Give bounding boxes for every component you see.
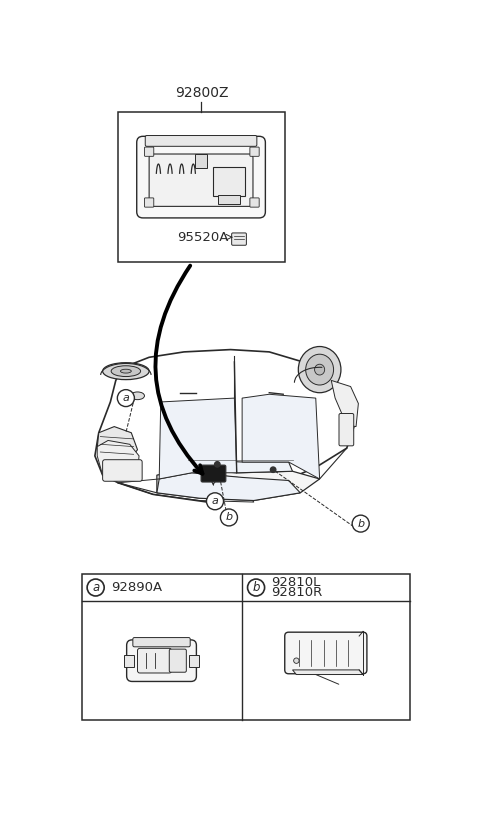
FancyBboxPatch shape <box>133 637 190 647</box>
Ellipse shape <box>314 364 324 375</box>
Bar <box>124 654 133 667</box>
Polygon shape <box>157 469 320 500</box>
Polygon shape <box>242 394 320 479</box>
Polygon shape <box>97 440 139 478</box>
FancyBboxPatch shape <box>137 136 265 218</box>
Circle shape <box>220 509 238 526</box>
FancyBboxPatch shape <box>169 649 186 672</box>
FancyBboxPatch shape <box>144 147 154 156</box>
Ellipse shape <box>103 363 149 380</box>
Bar <box>190 654 199 667</box>
Text: b: b <box>357 518 364 529</box>
Polygon shape <box>188 460 292 473</box>
Bar <box>218 195 240 204</box>
FancyBboxPatch shape <box>103 460 142 482</box>
Text: 92890A: 92890A <box>111 581 162 594</box>
FancyBboxPatch shape <box>232 233 246 245</box>
Text: b: b <box>252 581 260 594</box>
FancyBboxPatch shape <box>250 147 259 156</box>
Circle shape <box>206 493 224 509</box>
Polygon shape <box>331 381 359 426</box>
Circle shape <box>215 461 220 467</box>
Text: 92810R: 92810R <box>272 587 323 599</box>
Circle shape <box>248 579 264 596</box>
FancyBboxPatch shape <box>201 465 226 482</box>
Bar <box>82 574 410 720</box>
Circle shape <box>117 390 134 407</box>
Text: 95520A: 95520A <box>177 231 228 244</box>
FancyBboxPatch shape <box>285 632 367 674</box>
Polygon shape <box>157 473 300 500</box>
Bar <box>118 112 285 262</box>
FancyBboxPatch shape <box>137 649 172 673</box>
Ellipse shape <box>131 392 144 399</box>
FancyBboxPatch shape <box>250 198 259 207</box>
Text: a: a <box>122 393 129 403</box>
Ellipse shape <box>120 369 132 373</box>
Text: a: a <box>92 581 99 594</box>
Text: b: b <box>226 513 232 522</box>
FancyBboxPatch shape <box>144 198 154 207</box>
FancyBboxPatch shape <box>127 640 196 681</box>
Text: 92810L: 92810L <box>272 575 321 588</box>
Ellipse shape <box>111 366 141 377</box>
Polygon shape <box>97 426 137 460</box>
FancyBboxPatch shape <box>145 135 257 147</box>
Ellipse shape <box>306 355 334 385</box>
Bar <box>195 154 207 168</box>
Circle shape <box>352 515 369 532</box>
Text: 92800Z: 92800Z <box>175 86 228 100</box>
Text: a: a <box>212 496 218 506</box>
FancyBboxPatch shape <box>149 154 253 206</box>
Ellipse shape <box>298 346 341 393</box>
Polygon shape <box>159 398 237 479</box>
Polygon shape <box>292 670 363 675</box>
FancyBboxPatch shape <box>339 413 354 446</box>
Polygon shape <box>95 350 355 502</box>
Circle shape <box>87 579 104 596</box>
Bar <box>213 167 245 196</box>
Circle shape <box>270 467 276 473</box>
Circle shape <box>294 658 299 663</box>
